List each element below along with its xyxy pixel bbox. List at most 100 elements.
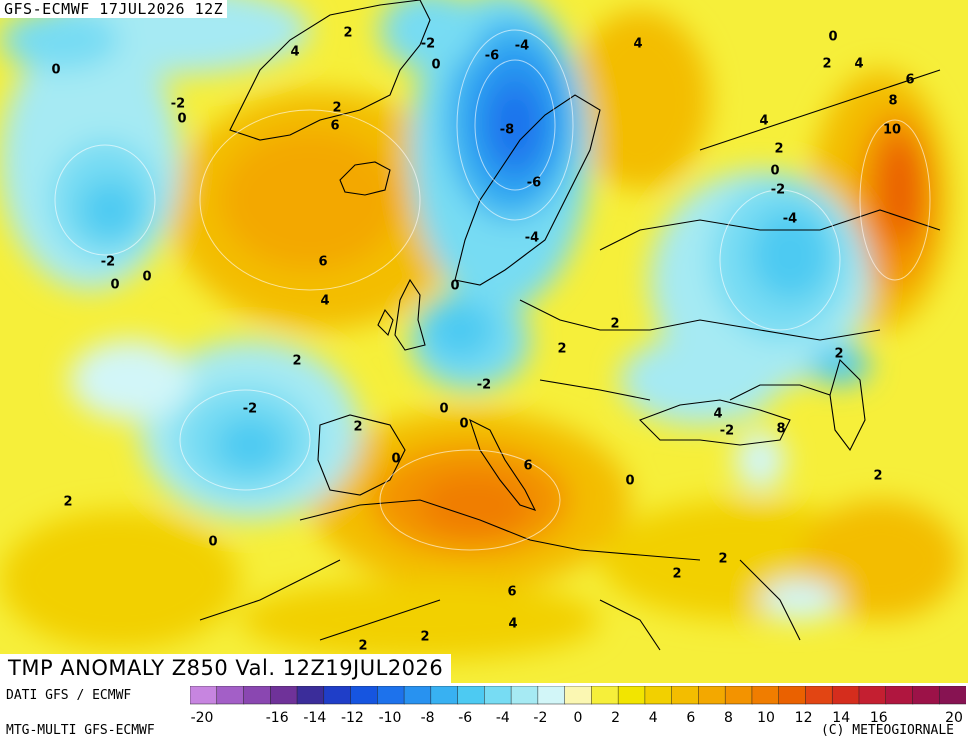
legend-tick-label: -8 [421, 710, 435, 726]
contour-value-label: -8 [500, 123, 514, 138]
contour-value-label: 2 [610, 317, 619, 332]
legend-tick-label: -2 [533, 710, 547, 726]
contour-value-label: 0 [450, 279, 459, 294]
legend-swatch [858, 686, 887, 705]
legend-swatch [564, 686, 593, 705]
legend-tick-label: -4 [496, 710, 510, 726]
legend-tick-label: 8 [724, 710, 733, 726]
contour-value-label: 4 [713, 407, 722, 422]
contour-value-label: 2 [420, 630, 429, 645]
contour-value-label: 4 [320, 294, 329, 309]
contour-value-label: 4 [508, 617, 517, 632]
legend-swatch [778, 686, 807, 705]
contour-value-label: 0 [142, 270, 151, 285]
contour-value-label: 4 [759, 114, 768, 129]
legend-tick-label: -10 [379, 710, 402, 726]
legend-swatch [644, 686, 673, 705]
legend-swatch [270, 686, 298, 705]
contour-value-label: -6 [527, 176, 541, 191]
contour-value-label: 2 [822, 57, 831, 72]
contour-value-label: 6 [523, 459, 532, 474]
contour-value-label: 6 [318, 255, 327, 270]
contour-value-label: -6 [485, 49, 499, 64]
contour-value-label: 0 [439, 402, 448, 417]
contour-value-label: 2 [672, 567, 681, 582]
contour-value-label: 2 [343, 26, 352, 41]
contour-value-label: 2 [332, 101, 341, 116]
legend-swatch [805, 686, 833, 705]
legend-swatch [912, 686, 940, 705]
contour-value-label: -2 [171, 97, 185, 112]
contour-value-label: 2 [292, 354, 301, 369]
legend-swatch [296, 686, 325, 705]
contour-value-label: -2 [243, 402, 257, 417]
contour-value-label: -2 [421, 37, 435, 52]
legend-swatch [698, 686, 726, 705]
copyright: (C) METEOGIORNALE [820, 723, 954, 738]
contour-labels: 240-2026-2-6-404 02 468104-8-6-420-2-4-200… [51, 26, 914, 654]
legend-swatch [216, 686, 245, 705]
legend-swatch [323, 686, 352, 705]
legend-tick-label: 12 [795, 710, 813, 726]
color-legend: -20 -16 -14 -12 -10 -8 -6 -4 -2 0 2 4 6 8 10 12 14 16 20 [190, 686, 966, 726]
legend-swatch [457, 686, 486, 705]
contour-lines [54, 29, 931, 551]
run-title: GFS-ECMWF 17JUL2026 12Z [0, 0, 228, 18]
contour-value-label: 2 [358, 639, 367, 654]
legend-swatch [938, 686, 966, 705]
legend-tick-label: 20 [945, 710, 963, 726]
legend-swatch [885, 686, 914, 705]
legend-swatch [350, 686, 379, 705]
contour-value-label: 0 [208, 535, 217, 550]
legend-swatch [751, 686, 780, 705]
contour-value-label: 2 [774, 142, 783, 157]
legend-swatch [724, 686, 753, 705]
legend-tick-label: -20 [191, 710, 214, 726]
legend-swatch [243, 686, 272, 705]
legend-tick-label: 14 [832, 710, 850, 726]
contour-value-label: 0 [391, 452, 400, 467]
contour-value-label: -4 [515, 39, 529, 54]
contour-value-label: 4 [854, 57, 863, 72]
contour-value-label: 0 [828, 30, 837, 45]
contour-value-label: 0 [431, 58, 440, 73]
contour-value-label: -4 [525, 231, 539, 246]
contour-value-label: 6 [330, 119, 339, 134]
contour-value-label: 0 [51, 63, 60, 78]
contour-value-label: 0 [110, 278, 119, 293]
data-source: DATI GFS / ECMWF [6, 688, 132, 703]
legend-tick-label: -6 [458, 710, 472, 726]
legend-swatch [591, 686, 619, 705]
legend-tick-label: 10 [757, 710, 775, 726]
anomaly-field [0, 0, 960, 660]
contour-value-label: 2 [834, 347, 843, 362]
legend-tick-label: 2 [611, 710, 620, 726]
map-title: TMP ANOMALY Z850 Val. 12Z19JUL2026 [0, 654, 452, 683]
legend-swatch [617, 686, 646, 705]
contour-value-label: 4 [633, 37, 642, 52]
legend-swatch [671, 686, 700, 705]
contour-value-label: -2 [101, 255, 115, 270]
contour-value-label: 6 [905, 73, 914, 88]
legend-swatch [831, 686, 860, 705]
legend-tick-label: 16 [870, 710, 888, 726]
contour-value-label: 8 [888, 94, 897, 109]
legend-swatch [430, 686, 459, 705]
legend-tick-label: -14 [303, 710, 326, 726]
contour-value-label: 0 [770, 164, 779, 179]
contour-value-label: 6 [507, 585, 516, 600]
contour-value-label: -2 [477, 378, 491, 393]
contour-value-label: -2 [771, 183, 785, 198]
legend-swatch [537, 686, 566, 705]
contour-value-label: 2 [63, 495, 72, 510]
anomaly-map: 240-2026-2-6-404 02 468104-8-6-420-2-4-200… [0, 0, 968, 683]
contour-value-label: 2 [353, 420, 362, 435]
contour-value-label: 0 [625, 474, 634, 489]
contour-value-label: -2 [720, 424, 734, 439]
legend-swatch [377, 686, 405, 705]
model-name: MTG-MULTI GFS-ECMWF [6, 723, 155, 738]
contour-value-label: 4 [290, 45, 299, 60]
contour-value-label: 0 [177, 112, 186, 127]
contour-value-label: 8 [776, 422, 785, 437]
legend-tick-label: 0 [574, 710, 583, 726]
